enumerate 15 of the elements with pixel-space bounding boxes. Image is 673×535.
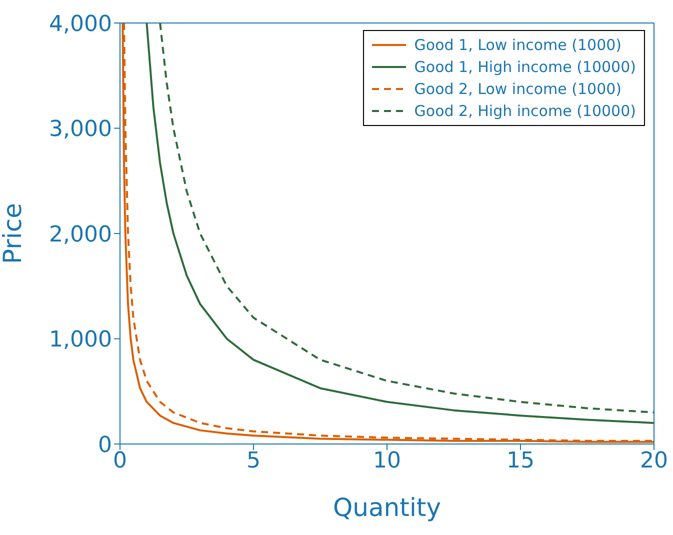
legend-label: Good 2, High income (10000) — [414, 101, 636, 122]
y-tick-label: 3,000 — [49, 117, 112, 142]
x-axis-title: Quantity — [332, 493, 442, 522]
legend-label: Good 1, Low income (1000) — [414, 35, 622, 56]
x-tick-label: 15 — [506, 448, 534, 474]
x-tick-label: 10 — [373, 448, 401, 474]
x-tick-label: 20 — [640, 448, 668, 474]
y-tick-label: 0 — [98, 432, 112, 458]
y-tick-label: 1,000 — [49, 328, 112, 353]
x-tick-label: 5 — [246, 448, 260, 474]
y-tick-label: 2,000 — [49, 222, 112, 248]
y-tick-label: 4,000 — [49, 12, 112, 37]
legend-label: Good 2, Low income (1000) — [414, 79, 622, 100]
legend-label: Good 1, High income (10000) — [414, 57, 636, 78]
y-axis-title: Price — [0, 203, 27, 264]
